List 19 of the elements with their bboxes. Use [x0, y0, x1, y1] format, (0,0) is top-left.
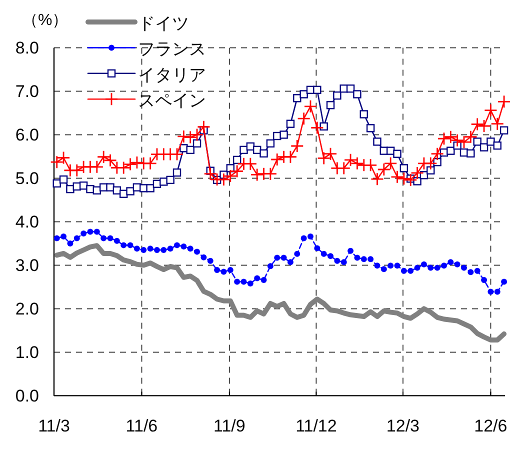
- y-axis-title: （%）: [22, 12, 68, 29]
- y-tick-label: 3.0: [15, 256, 39, 276]
- legend-label: スペイン: [138, 91, 206, 110]
- y-tick-label: 5.0: [15, 169, 39, 188]
- x-tick-label: 12/3: [386, 416, 420, 436]
- legend-label: イタリア: [138, 65, 206, 84]
- x-tick-label: 11/3: [38, 416, 70, 436]
- x-tick-label: 11/9: [214, 416, 246, 436]
- y-tick-label: 0.0: [15, 386, 39, 406]
- y-tick-label: 7.0: [15, 82, 39, 102]
- x-tick-label: 12/6: [474, 416, 508, 436]
- y-tick-label: 4.0: [15, 212, 39, 232]
- legend-label: ドイツ: [138, 14, 189, 33]
- y-tick-label: 1.0: [15, 343, 39, 362]
- y-tick-label: 2.0: [15, 300, 39, 319]
- y-tick-label: 8.0: [15, 38, 39, 58]
- y-tick-label: 6.0: [15, 126, 39, 145]
- x-tick-label: 11/12: [296, 416, 337, 436]
- x-tick-label: 11/6: [126, 416, 158, 436]
